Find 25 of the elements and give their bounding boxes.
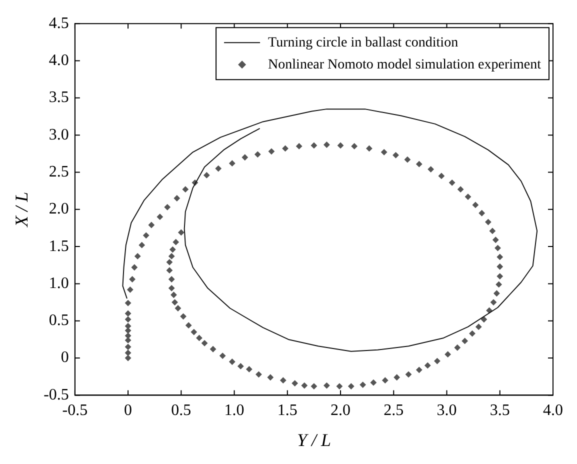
y-tick-label: 0.5	[48, 312, 69, 330]
y-tick-label: 3.5	[48, 89, 69, 106]
y-tick-label: 2.0	[48, 200, 69, 218]
y-tick-label: 0	[60, 349, 69, 366]
x-tick-label: 2.0	[330, 402, 351, 420]
y-tick-label: 1.5	[48, 238, 69, 255]
y-axis-title: X / L	[12, 192, 32, 228]
y-tick-label: 4.5	[48, 14, 69, 32]
y-tick-label: 2.5	[48, 163, 69, 180]
x-tick-label: 3.5	[490, 402, 510, 420]
y-tick-label: 3.0	[48, 126, 69, 144]
x-tick-label: 0.5	[171, 402, 192, 420]
x-tick-label: 1.5	[277, 402, 298, 420]
x-tick-label: -0.5	[62, 402, 88, 420]
x-tick-label: 3.0	[436, 402, 457, 420]
x-tick-label: 0	[124, 402, 132, 420]
x-axis-title: Y / L	[296, 430, 331, 450]
x-tick-label: 1.0	[224, 402, 244, 420]
legend-label: Nonlinear Nomoto model simulation experiment	[268, 57, 542, 72]
y-tick-label: 4.0	[48, 52, 69, 69]
y-tick-label: -0.5	[44, 386, 69, 404]
legend-label: Turning circle in ballast condition	[268, 35, 458, 50]
y-tick-label: 1.0	[48, 274, 69, 292]
x-tick-label: 2.5	[384, 402, 404, 420]
x-tick-label: 4.0	[543, 402, 563, 420]
